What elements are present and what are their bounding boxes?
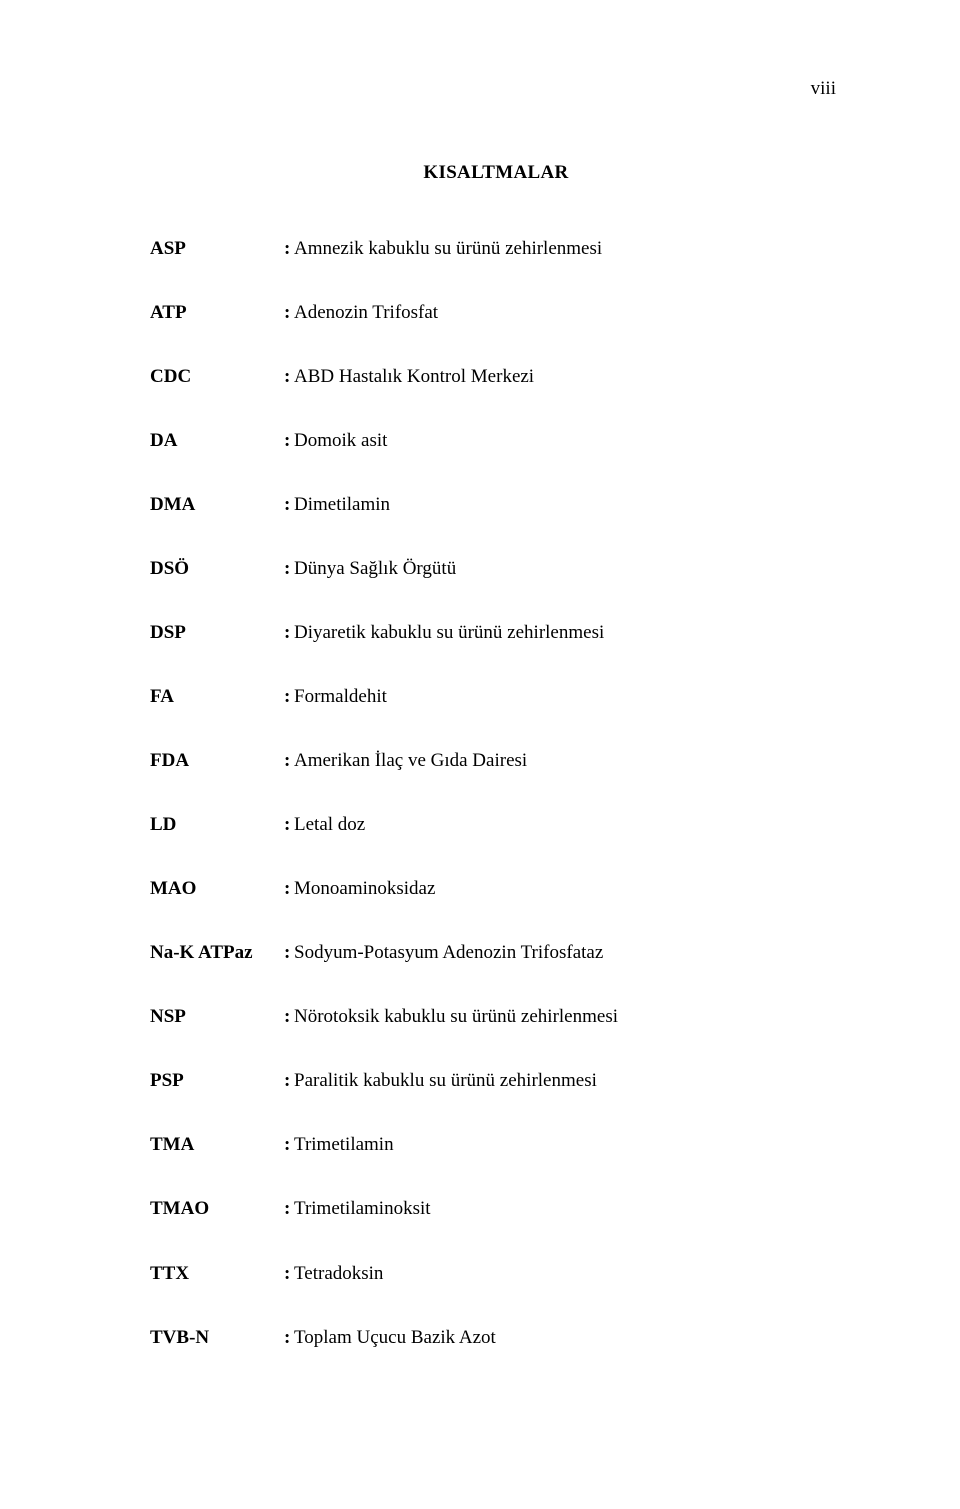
abbrev-definition: Paralitik kabuklu su ürünü zehirlenmesi xyxy=(294,1068,842,1094)
list-item: ASP : Amnezik kabuklu su ürünü zehirlenm… xyxy=(150,236,842,262)
list-item: Na-K ATPaz : Sodyum-Potasyum Adenozin Tr… xyxy=(150,940,842,966)
abbrev-term: Na-K ATPaz xyxy=(150,940,284,966)
abbrev-term: TVB-N xyxy=(150,1325,284,1351)
abbrev-definition: Trimetilamin xyxy=(294,1132,842,1158)
abbrev-term: CDC xyxy=(150,364,284,390)
page-number: viii xyxy=(811,78,836,100)
abbrev-definition: Letal doz xyxy=(294,812,842,838)
list-item: FDA : Amerikan İlaç ve Gıda Dairesi xyxy=(150,748,842,774)
abbrev-definition: Dimetilamin xyxy=(294,492,842,518)
abbrev-definition: Amnezik kabuklu su ürünü zehirlenmesi xyxy=(294,236,842,262)
abbrev-term: FA xyxy=(150,684,284,710)
colon: : xyxy=(284,812,294,838)
colon: : xyxy=(284,492,294,518)
abbrev-term: DSP xyxy=(150,620,284,646)
list-item: DSP : Diyaretik kabuklu su ürünü zehirle… xyxy=(150,620,842,646)
colon: : xyxy=(284,876,294,902)
abbrev-definition: Diyaretik kabuklu su ürünü zehirlenmesi xyxy=(294,620,842,646)
abbrev-term: TTX xyxy=(150,1261,284,1287)
abbrev-term: DMA xyxy=(150,492,284,518)
abbrev-term: ATP xyxy=(150,300,284,326)
colon: : xyxy=(284,684,294,710)
abbrev-term: TMA xyxy=(150,1132,284,1158)
colon: : xyxy=(284,1068,294,1094)
list-item: DA : Domoik asit xyxy=(150,428,842,454)
colon: : xyxy=(284,236,294,262)
colon: : xyxy=(284,1004,294,1030)
abbrev-definition: Domoik asit xyxy=(294,428,842,454)
abbrev-definition: Adenozin Trifosfat xyxy=(294,300,842,326)
list-item: TTX : Tetradoksin xyxy=(150,1261,842,1287)
abbrev-term: LD xyxy=(150,812,284,838)
list-item: DSÖ : Dünya Sağlık Örgütü xyxy=(150,556,842,582)
abbrev-term: TMAO xyxy=(150,1196,284,1222)
colon: : xyxy=(284,940,294,966)
abbrev-term: FDA xyxy=(150,748,284,774)
abbrev-term: DSÖ xyxy=(150,556,284,582)
abbrev-term: ASP xyxy=(150,236,284,262)
colon: : xyxy=(284,364,294,390)
list-item: TVB-N : Toplam Uçucu Bazik Azot xyxy=(150,1325,842,1351)
abbrev-term: MAO xyxy=(150,876,284,902)
list-item: FA : Formaldehit xyxy=(150,684,842,710)
list-item: TMAO : Trimetilaminoksit xyxy=(150,1196,842,1222)
abbrev-definition: Sodyum-Potasyum Adenozin Trifosfataz xyxy=(294,940,842,966)
colon: : xyxy=(284,556,294,582)
list-item: ATP : Adenozin Trifosfat xyxy=(150,300,842,326)
page-title: KISALTMALAR xyxy=(150,162,842,184)
list-item: CDC : ABD Hastalık Kontrol Merkezi xyxy=(150,364,842,390)
abbrev-definition: Nörotoksik kabuklu su ürünü zehirlenmesi xyxy=(294,1004,842,1030)
abbrev-definition: Dünya Sağlık Örgütü xyxy=(294,556,842,582)
list-item: TMA : Trimetilamin xyxy=(150,1132,842,1158)
abbrev-definition: Trimetilaminoksit xyxy=(294,1196,842,1222)
colon: : xyxy=(284,1196,294,1222)
list-item: PSP : Paralitik kabuklu su ürünü zehirle… xyxy=(150,1068,842,1094)
abbrev-definition: Formaldehit xyxy=(294,684,842,710)
colon: : xyxy=(284,1325,294,1351)
abbrev-definition: ABD Hastalık Kontrol Merkezi xyxy=(294,364,842,390)
colon: : xyxy=(284,300,294,326)
colon: : xyxy=(284,620,294,646)
abbrev-definition: Amerikan İlaç ve Gıda Dairesi xyxy=(294,748,842,774)
abbrev-definition: Monoaminoksidaz xyxy=(294,876,842,902)
colon: : xyxy=(284,1261,294,1287)
colon: : xyxy=(284,748,294,774)
list-item: LD : Letal doz xyxy=(150,812,842,838)
abbrev-definition: Tetradoksin xyxy=(294,1261,842,1287)
list-item: MAO : Monoaminoksidaz xyxy=(150,876,842,902)
colon: : xyxy=(284,1132,294,1158)
abbrev-term: PSP xyxy=(150,1068,284,1094)
list-item: DMA : Dimetilamin xyxy=(150,492,842,518)
abbrev-term: NSP xyxy=(150,1004,284,1030)
abbreviation-list: ASP : Amnezik kabuklu su ürünü zehirlenm… xyxy=(150,236,842,1350)
list-item: NSP : Nörotoksik kabuklu su ürünü zehirl… xyxy=(150,1004,842,1030)
abbrev-definition: Toplam Uçucu Bazik Azot xyxy=(294,1325,842,1351)
abbrev-term: DA xyxy=(150,428,284,454)
document-page: viii KISALTMALAR ASP : Amnezik kabuklu s… xyxy=(0,0,960,1509)
colon: : xyxy=(284,428,294,454)
